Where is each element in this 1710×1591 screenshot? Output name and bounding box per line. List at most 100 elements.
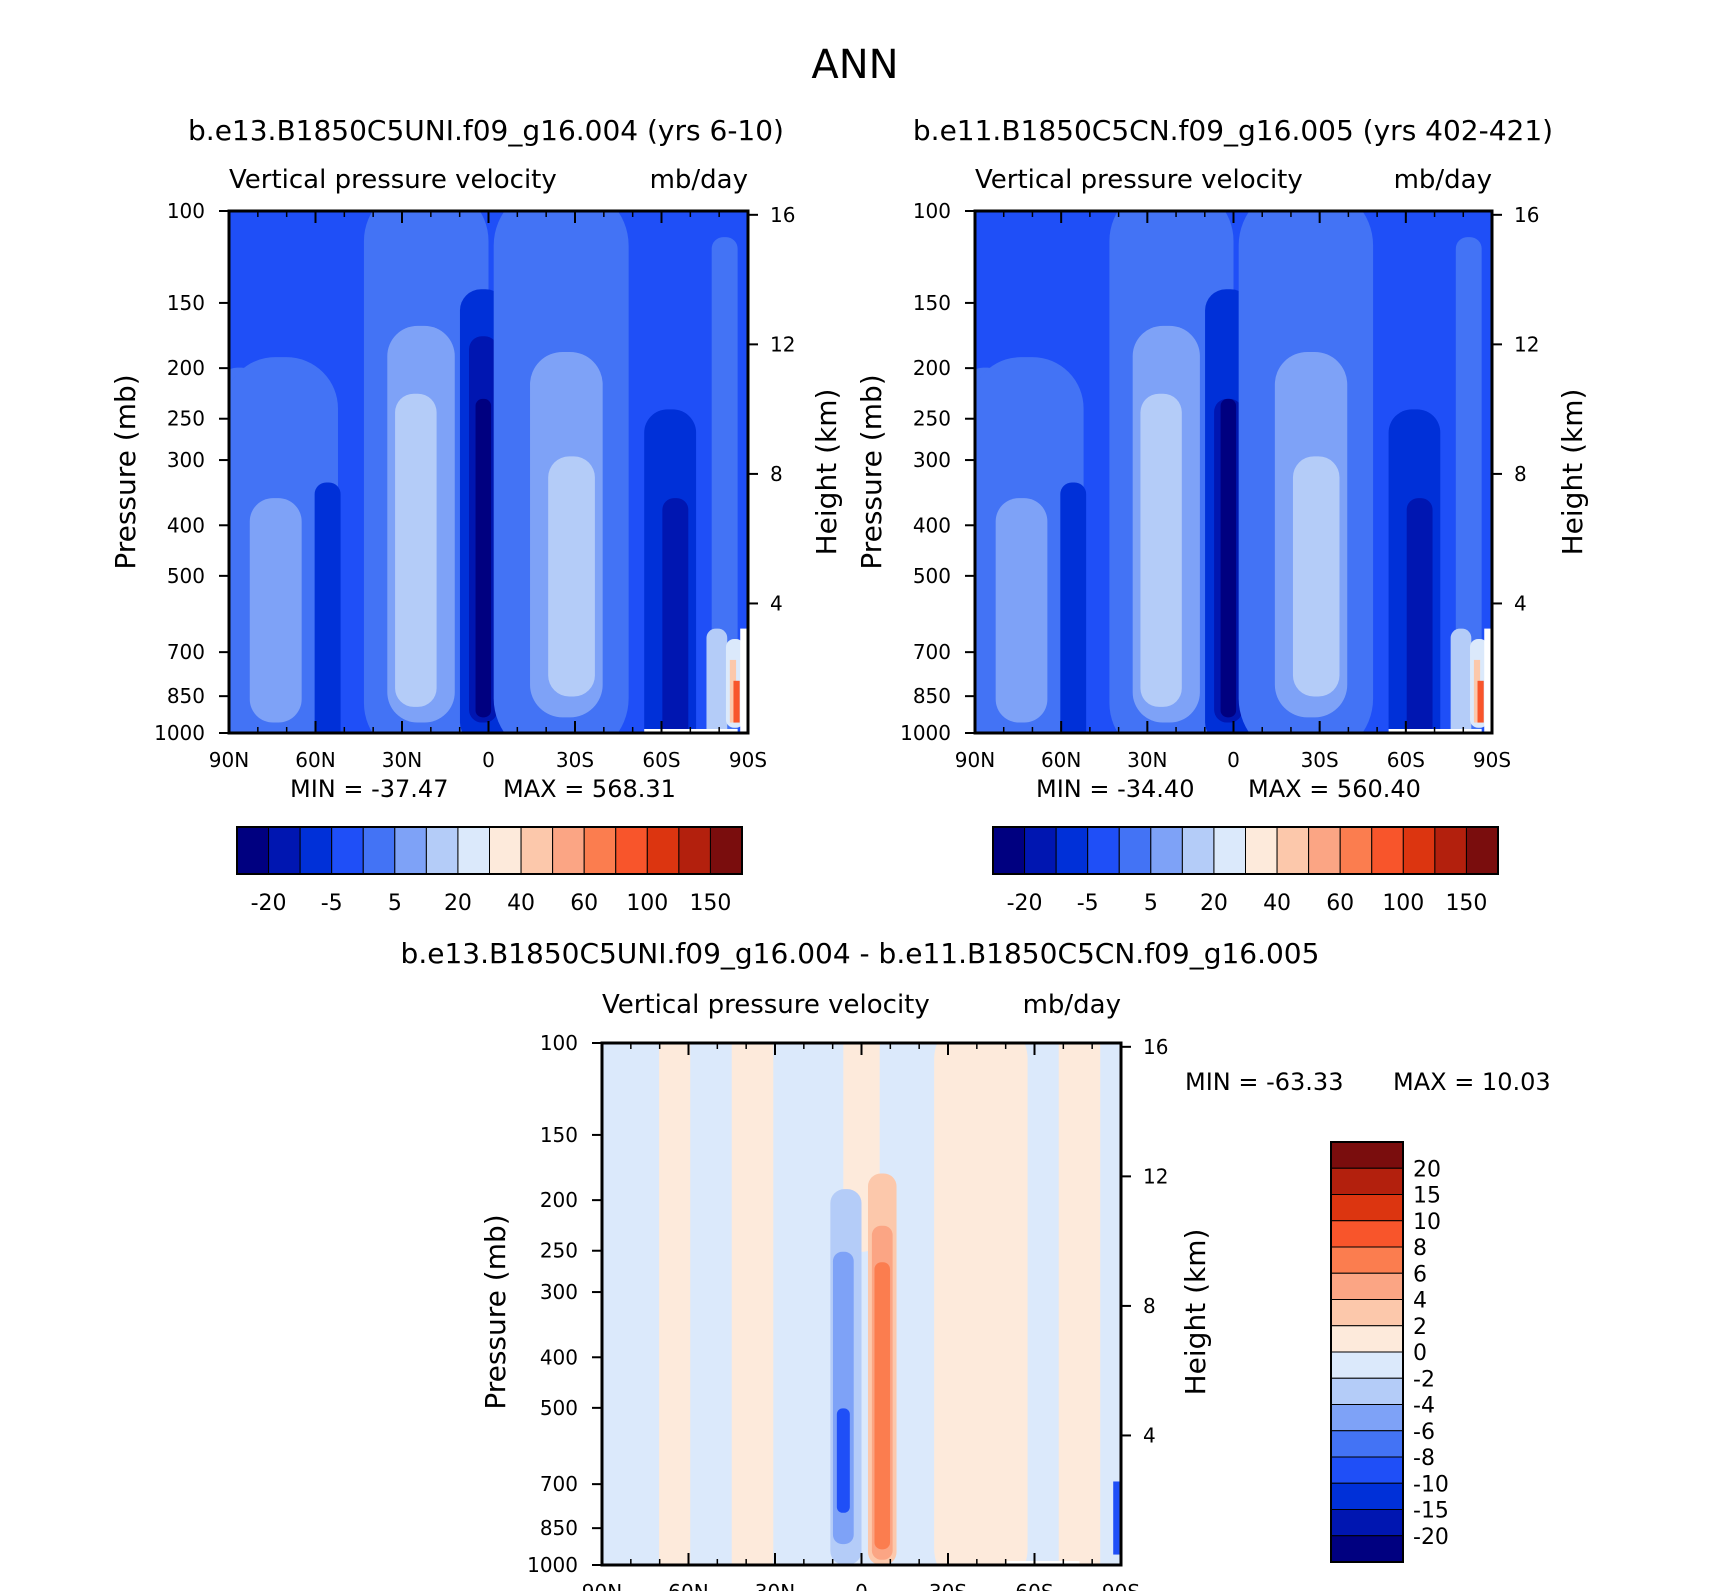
colorbar-box [1402,826,1436,875]
x-tick-label: 90S [729,748,767,772]
y-tick-label: 150 [540,1123,578,1147]
y-tick-label: 100 [913,199,951,223]
colorbar-box [1055,826,1089,875]
colorbar-box [1339,826,1373,875]
contour-region [1060,482,1087,733]
y-tick-label: 700 [540,1472,578,1496]
y-tick-label: 500 [167,564,205,588]
contour-region [1473,659,1481,723]
y-tick-label: 700 [913,640,951,664]
colorbar-label: 5 [1144,891,1158,916]
colorbar-box [1276,826,1310,875]
colorbar-box [1330,1272,1404,1300]
colorbar-label: -2 [1413,1367,1435,1392]
contour-region [475,398,492,718]
y-tick-label: 700 [167,640,205,664]
colorbar-box [489,826,522,875]
panel-model-a: b.e13.B1850C5UNI.f09_g16.004 (yrs 6-10) … [109,114,843,916]
x-tick-label: 30S [1301,748,1339,772]
subtitle-left: Vertical pressure velocity [229,165,557,195]
colorbar-label: 8 [1413,1236,1427,1261]
y-right-tick-label: 16 [1514,203,1539,227]
y-axis-label: Pressure (mb) [109,374,142,569]
x-tick-label: 90N [582,1580,622,1591]
colorbar-label: 6 [1413,1262,1427,1287]
colorbar-box [646,826,680,875]
colorbar-label: 4 [1413,1289,1427,1314]
colorbar-box [552,826,585,875]
x-tick-label: 0 [1227,748,1240,772]
min-label: MIN = -63.33 [1185,1068,1343,1096]
contour-region [395,393,437,707]
colorbar-label: -20 [1007,891,1043,916]
y-right-tick-label: 12 [1514,332,1539,356]
contour-region [729,659,737,723]
y-tick-label: 300 [167,448,205,472]
x-tick-label: 60S [1387,748,1425,772]
colorbar-box [362,826,396,875]
colorbar-box [1434,826,1467,875]
x-tick-label: 60S [1015,1580,1053,1591]
max-label: MAX = 568.31 [503,775,676,803]
x-tick-label: 90N [209,748,249,772]
panel-title: b.e13.B1850C5UNI.f09_g16.004 - b.e11.B18… [401,937,1320,970]
colorbar-label: 100 [1382,891,1424,916]
panel-difference: b.e13.B1850C5UNI.f09_g16.004 - b.e11.B18… [401,937,1551,1591]
colorbar-label: -10 [1413,1472,1449,1497]
colorbar-box [1330,1456,1404,1484]
y-axis-right-label: Height (km) [1556,389,1589,556]
y-axis-label: Pressure (mb) [855,374,888,569]
colorbar-box [1308,826,1341,875]
contour-region [706,628,728,733]
colorbar-box [331,826,364,875]
colorbar-box [1465,826,1499,875]
x-tick-label: 0 [855,1580,868,1591]
colorbar-box [1024,826,1057,875]
contour-field [975,211,1492,733]
subtitle-right: mb/day [1394,165,1492,195]
colorbar-box [583,826,617,875]
x-tick-label: 30N [755,1580,795,1591]
colorbar-label: 0 [1413,1341,1427,1366]
colorbar-label: 20 [1200,891,1228,916]
y-tick-label: 200 [913,356,951,380]
colorbar-box [1245,826,1278,875]
x-tick-label: 60N [668,1580,708,1591]
colorbar-box [1330,1325,1404,1353]
y-tick-label: 100 [167,199,205,223]
contour-region [1450,628,1472,733]
y-right-tick-label: 12 [1143,1164,1168,1188]
colorbar-box [299,826,333,875]
colorbar-box [1330,1430,1404,1458]
colorbar-box [394,826,427,875]
colorbar-box [425,826,459,875]
y-tick-label: 850 [167,684,205,708]
contour-region [1477,680,1484,723]
contour-field [229,211,748,733]
x-tick-label: 30S [556,748,594,772]
contour-region [711,237,738,733]
y-tick-label: 250 [913,407,951,431]
x-tick-label: 30S [929,1580,967,1591]
y-tick-label: 850 [540,1516,578,1540]
panel-title: b.e13.B1850C5UNI.f09_g16.004 (yrs 6-10) [188,114,784,147]
contour-region [995,498,1048,723]
contour-field [602,1043,1121,1565]
y-tick-label: 300 [913,448,951,472]
figure-title: ANN [811,42,898,88]
missing-region [1006,1561,1080,1565]
colorbar-box [615,826,648,875]
colorbar-label: 60 [1326,891,1354,916]
colorbar-label: 5 [388,891,402,916]
y-tick-label: 1000 [900,721,951,745]
contour-region [733,680,740,723]
colorbar-box [1330,1194,1404,1222]
y-right-tick-label: 8 [1514,462,1527,486]
y-axis-right-label: Height (km) [810,389,843,556]
colorbar-label: -20 [251,891,287,916]
colorbar-label: 40 [1263,891,1291,916]
y-right-tick-label: 12 [770,332,795,356]
colorbar-box [1330,1482,1404,1510]
colorbar-frame [236,826,743,875]
colorbar-label: -5 [1077,891,1099,916]
